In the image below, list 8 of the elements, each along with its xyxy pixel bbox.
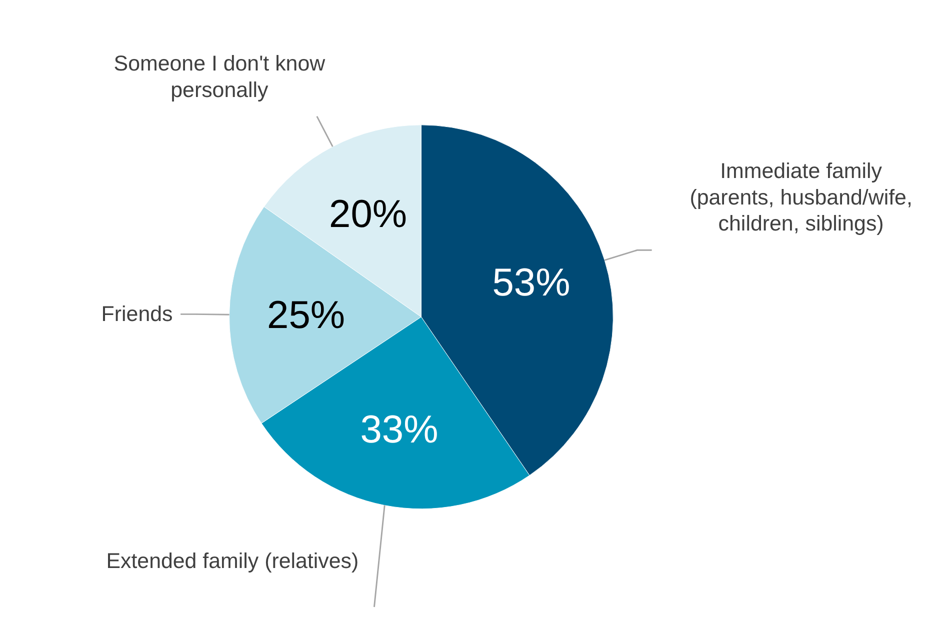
slice-label: Someone I don't know personally: [114, 52, 326, 102]
data-label: 53%: [492, 261, 570, 304]
data-label: 33%: [360, 408, 438, 452]
data-label: 20%: [329, 193, 408, 236]
slice-label: Immediate family (parents, husband/wife, children, siblings): [690, 159, 912, 236]
slice-label: Friends: [101, 302, 173, 326]
slice-label: Extended family (relatives): [106, 549, 359, 574]
data-label: 25%: [267, 294, 346, 338]
